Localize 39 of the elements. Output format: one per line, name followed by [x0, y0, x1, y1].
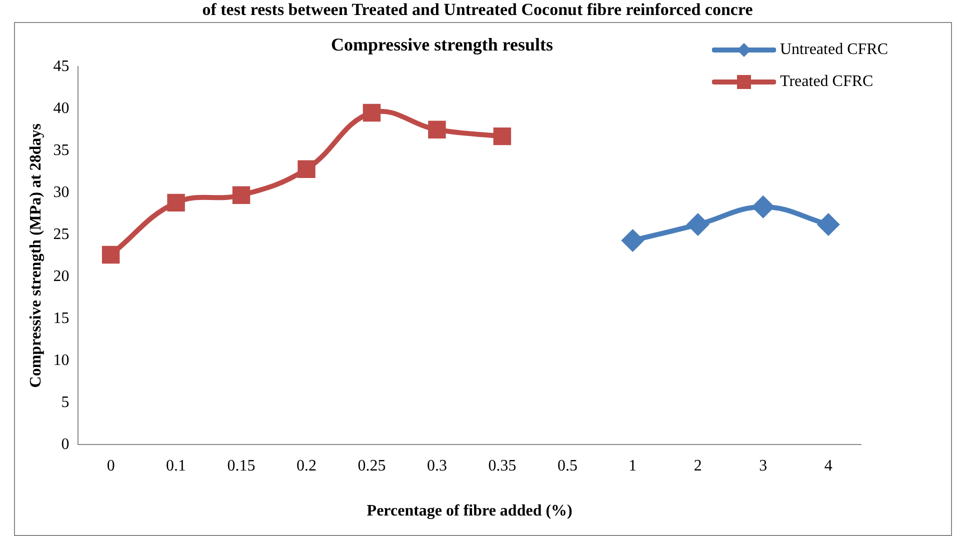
- x-tick-label: 0.5: [557, 457, 578, 474]
- x-tick-label: 0.1: [166, 457, 186, 474]
- y-tick-label: 20: [53, 268, 70, 285]
- y-tick-label: 5: [61, 394, 70, 411]
- text: of test rests between Treated and Untreated Coconut fibre reinforced concre: [201, 0, 754, 20]
- legend-label: Untreated CFRC: [780, 41, 888, 59]
- x-tick-label: 2: [694, 457, 702, 474]
- y-tick-label: 0: [61, 436, 70, 453]
- y-tick-label: 30: [53, 184, 70, 201]
- y-tick-label: 35: [53, 142, 70, 159]
- legend-label: Treated CFRC: [780, 73, 874, 91]
- x-axis-title: Percentage of fibre added (%): [366, 502, 572, 520]
- point: [818, 214, 839, 236]
- chart-title: Compressive strength results: [331, 34, 553, 54]
- point: [622, 230, 644, 251]
- point: [752, 196, 774, 218]
- point: [298, 160, 316, 178]
- x-tick-label: 0: [106, 457, 115, 474]
- point: [493, 127, 512, 146]
- point: [428, 120, 446, 138]
- x-tick-label: 3: [759, 457, 768, 474]
- y-tick-label: 10: [53, 352, 70, 369]
- x-tick-label: 0.15: [227, 457, 256, 474]
- point: [102, 246, 120, 264]
- x-tick-label: 0.3: [426, 457, 447, 474]
- x-tick-label: 0.25: [358, 457, 386, 474]
- x-tick-label: 4: [824, 457, 832, 474]
- point: [687, 214, 708, 236]
- y-axis-title: Compressive strength (MPa) at 28days: [28, 123, 45, 388]
- x-tick-label: 1: [628, 457, 637, 474]
- y-tick-label: 40: [53, 100, 70, 117]
- x-tick-label: 0.2: [296, 457, 317, 474]
- y-tick-label: 15: [53, 310, 70, 327]
- x-tick-label: 0.35: [488, 457, 516, 474]
- y-tick-label: 45: [53, 58, 70, 75]
- point: [362, 104, 381, 122]
- point: [232, 186, 250, 204]
- y-tick-label: 25: [53, 226, 70, 243]
- point: [167, 194, 185, 212]
